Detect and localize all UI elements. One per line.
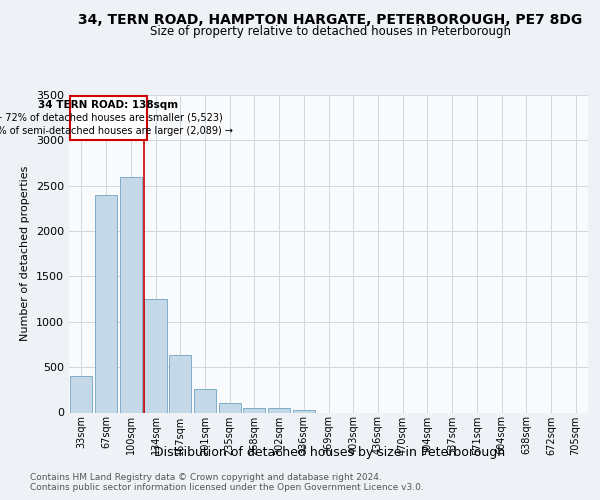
Text: Contains HM Land Registry data © Crown copyright and database right 2024.: Contains HM Land Registry data © Crown c… xyxy=(30,474,382,482)
Text: ← 72% of detached houses are smaller (5,523): ← 72% of detached houses are smaller (5,… xyxy=(0,112,223,122)
Text: Contains public sector information licensed under the Open Government Licence v3: Contains public sector information licen… xyxy=(30,484,424,492)
Bar xyxy=(169,356,191,412)
Bar xyxy=(119,176,142,412)
Text: 34, TERN ROAD, HAMPTON HARGATE, PETERBOROUGH, PE7 8DG: 34, TERN ROAD, HAMPTON HARGATE, PETERBOR… xyxy=(78,12,582,26)
Bar xyxy=(70,376,92,412)
Bar xyxy=(145,299,167,412)
Text: Distribution of detached houses by size in Peterborough: Distribution of detached houses by size … xyxy=(154,446,506,459)
Bar xyxy=(243,408,265,412)
Text: 27% of semi-detached houses are larger (2,089) →: 27% of semi-detached houses are larger (… xyxy=(0,126,233,136)
FancyBboxPatch shape xyxy=(70,96,147,140)
Text: Size of property relative to detached houses in Peterborough: Size of property relative to detached ho… xyxy=(149,25,511,38)
Bar xyxy=(218,402,241,412)
Bar xyxy=(268,408,290,412)
Bar xyxy=(293,410,315,412)
Bar xyxy=(95,195,117,412)
Bar xyxy=(194,389,216,412)
Text: 34 TERN ROAD: 138sqm: 34 TERN ROAD: 138sqm xyxy=(38,100,179,110)
Y-axis label: Number of detached properties: Number of detached properties xyxy=(20,166,31,342)
